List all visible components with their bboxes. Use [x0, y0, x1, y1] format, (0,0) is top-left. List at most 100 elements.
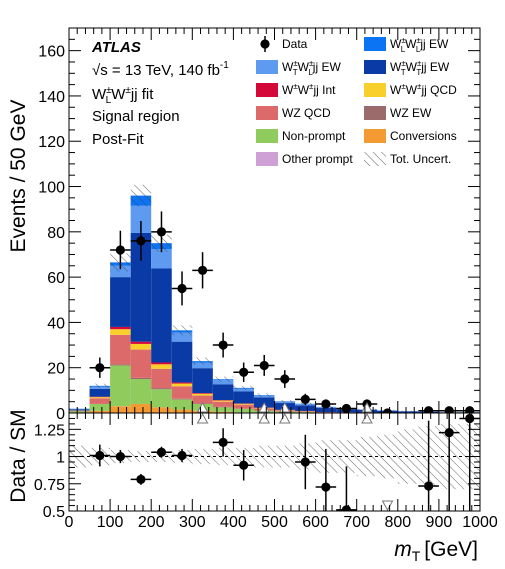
bar-non-prompt-2 [110, 365, 131, 407]
legend-marker-0 [260, 39, 270, 49]
legend-label-2: W± TW± Ljj EW [282, 59, 341, 77]
bar-w-w-jj-qcd-1 [89, 397, 111, 399]
x-axis-label: mT [GeV] [394, 538, 478, 564]
bar-wz-qcd-6 [192, 395, 213, 404]
bar-w-w-jj-int-4 [151, 362, 172, 365]
bar-wz-qcd-3 [130, 349, 152, 378]
legend-label-7: WZ EW [390, 106, 432, 120]
bar-non-prompt-0 [69, 411, 90, 413]
xtick-label-6: 600 [302, 514, 329, 531]
legend-label-6: WZ QCD [282, 106, 331, 120]
legend-item-2: W± TW± Ljj EW [256, 59, 341, 77]
bar-w-w-jj-qcd-2 [110, 329, 131, 335]
bar-w-w-jj-int-6 [192, 393, 213, 394]
legend-swatch-10 [256, 152, 278, 166]
xtick-label-8: 800 [384, 514, 411, 531]
bar-w-tw-tjj-ew-3 [130, 232, 152, 342]
legend-label-4: W±W±jj Int [282, 82, 336, 97]
bar-wz-qcd-4 [151, 368, 172, 389]
legend-item-10: Other prompt [256, 152, 353, 166]
main-ytick-label-6: 120 [38, 134, 65, 151]
main-ytick-label-8: 160 [38, 44, 65, 61]
legend-swatch-9 [364, 129, 386, 143]
legend-item-3: W± TW± Tjj EW [364, 59, 450, 77]
bar-w-tw-tjj-ew-5 [171, 341, 193, 383]
bar-wz-ew-2 [110, 364, 131, 366]
data-point-9 [280, 374, 290, 384]
data-point-4 [177, 283, 187, 294]
bar-w-tw-ljj-ew-2 [110, 265, 131, 278]
legend-item-11: Tot. Uncert. [364, 152, 451, 166]
fit-label: W± LW±jj fit [92, 85, 154, 106]
legend-item-4: W±W±jj Int [256, 82, 336, 97]
data-point-6 [218, 340, 228, 350]
ratio-point-3 [156, 447, 167, 457]
ratio-ytick-label-3: 1.25 [34, 422, 65, 439]
xtick-label-7: 700 [343, 514, 370, 531]
legend-label-3: W± TW± Tjj EW [390, 59, 450, 77]
data-point-15 [424, 406, 434, 413]
bar-w-tw-tjj-ew-0 [69, 409, 90, 411]
xtick-label-1: 100 [97, 514, 124, 531]
bar-wz-qcd-11 [295, 411, 316, 413]
legend-item-0: Data [260, 36, 308, 52]
legend-label-9: Conversions [390, 129, 457, 143]
main-ytick-label-1: 20 [47, 361, 65, 378]
ratio-y-axis-label: Data / SM [7, 409, 30, 502]
data-point-2 [136, 236, 146, 246]
energy-sup: -1 [220, 60, 229, 71]
energy-label: √s = 13 TeV, 140 fb-1 [92, 60, 229, 79]
legend-swatch-1 [364, 37, 386, 51]
uncert-band-5 [171, 325, 193, 336]
uncert-band-8 [233, 385, 254, 390]
main-ytick-label-0: 0 [56, 406, 65, 423]
data-point-1 [115, 245, 125, 255]
experiment-label: ATLAS [91, 39, 141, 56]
bar-non-prompt-7 [212, 407, 234, 412]
ratio-arrow-up-0 [196, 412, 209, 424]
legend-swatch-6 [256, 106, 278, 120]
uncert-band-16 [397, 410, 419, 412]
main-plot-layer [69, 184, 480, 413]
bar-conversions-5 [171, 409, 193, 413]
xtick-label-3: 300 [179, 514, 206, 531]
bar-w-w-jj-qcd-6 [192, 393, 213, 396]
uncert-band-10 [274, 400, 296, 403]
axes-layer: 0 20 40 60 80 100 120 140 160 0 100 200 300 400 500 600… [34, 27, 498, 531]
ratio-point-1 [115, 451, 125, 462]
bar-non-prompt-8 [233, 408, 254, 413]
bar-w-w-jj-int-3 [130, 341, 152, 344]
data-point-0 [95, 363, 105, 373]
main-ytick-label-4: 80 [47, 225, 65, 242]
data-point-8 [259, 360, 269, 371]
ratio-point-5 [218, 437, 228, 447]
bar-non-prompt-4 [151, 389, 172, 408]
bar-conversions-2 [110, 406, 131, 413]
legend-swatch-3 [364, 60, 386, 74]
xtick-label-0: 0 [65, 514, 74, 531]
main-ytick-label-7: 140 [38, 89, 65, 106]
bar-w-tw-tjj-ew-11 [295, 405, 316, 411]
bar-w-tw-ljj-ew-7 [212, 380, 234, 385]
main-ytick-label-2: 40 [47, 315, 65, 332]
ratio-point-12 [465, 413, 475, 424]
ratio-point-6 [239, 460, 249, 470]
bar-w-tw-tjj-ew-12 [315, 408, 337, 413]
bar-w-tw-ljj-ew-6 [192, 362, 213, 369]
legend-label-10: Other prompt [282, 152, 353, 166]
bar-wz-qcd-0 [69, 410, 90, 412]
uncert-band-7 [212, 376, 234, 382]
bar-w-tw-tjj-ew-2 [110, 277, 131, 327]
bar-w-w-jj-qcd-4 [151, 364, 172, 369]
bar-w-tw-ljj-ew-8 [233, 388, 254, 392]
xtick-label-2: 200 [138, 514, 165, 531]
legend-swatch-2 [256, 60, 278, 74]
ratio-point-8 [321, 482, 331, 492]
ratio-ytick-label-2: 1 [56, 450, 65, 467]
legend-swatch-4 [256, 83, 278, 97]
bar-wz-qcd-8 [233, 404, 254, 409]
bar-w-tw-tjj-ew-16 [397, 411, 419, 413]
bar-wz-ew-3 [130, 377, 152, 380]
ratio-uncert-3 [130, 451, 152, 462]
